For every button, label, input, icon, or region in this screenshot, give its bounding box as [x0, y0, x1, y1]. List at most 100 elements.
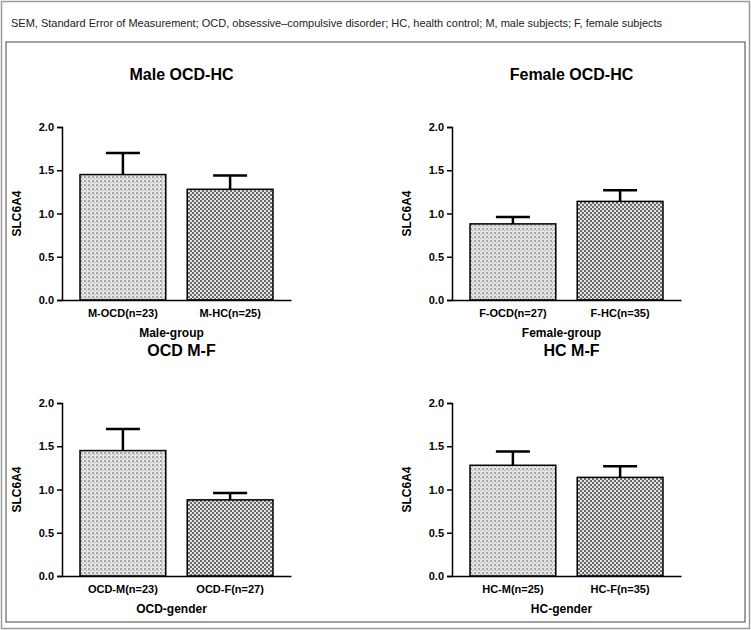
error-bar-cap [213, 174, 247, 177]
plot-marks [80, 153, 273, 300]
y-axis: 0.00.51.01.52.0 [39, 121, 63, 306]
y-tick: 1.5 [429, 164, 452, 176]
plot-marks [470, 451, 663, 576]
y-tick-mark [447, 213, 452, 215]
y-tick-label: 2.0 [39, 397, 54, 409]
bar [470, 224, 556, 300]
y-tick-label: 2.0 [429, 397, 444, 409]
y-tick-label: 1.5 [39, 440, 54, 452]
y-tick: 2.0 [429, 121, 452, 133]
x-axis-title: HC-gender [531, 602, 593, 616]
x-tick: OCD-F(n=27) [196, 576, 264, 595]
x-axis-line [63, 576, 292, 578]
error-bar-stem [122, 153, 125, 175]
y-tick-label: 1.5 [429, 164, 444, 176]
y-tick: 0.5 [429, 251, 452, 263]
y-tick-label: 0.5 [429, 251, 444, 263]
error-bar-stem [619, 190, 622, 201]
chart-title: HC M-F [544, 342, 600, 359]
y-tick-label: 0.0 [429, 570, 444, 582]
x-axis-line [453, 300, 682, 302]
error-bar-cap [213, 492, 247, 495]
x-axis-line [453, 576, 682, 578]
y-axis-title: SLC6A4 [400, 190, 414, 236]
error-bar [496, 451, 530, 465]
y-tick-mark [447, 576, 452, 578]
y-tick: 1.0 [429, 208, 452, 220]
x-tick-label: F-OCD(n=27) [479, 307, 547, 319]
y-axis: 0.0 0.5 1.0 1.5 2.0 [429, 397, 453, 582]
y-tick-mark [447, 403, 452, 405]
chart-panel: HC M-F 0.0 0.5 1.0 1.5 2.0 HC-M(n=25) HC-F(n=35… [400, 342, 682, 616]
y-tick-mark [57, 489, 62, 491]
y-tick: 0.0 [429, 294, 452, 306]
chart-panel: Female OCD-HC0.00.51.01.52.0F-OCD(n=27)F… [400, 66, 682, 340]
caption: SEM, Standard Error of Measurement; OCD,… [11, 17, 663, 29]
y-tick-mark [447, 533, 452, 535]
y-tick: 1.5 [429, 440, 452, 452]
y-tick-label: 1.0 [39, 208, 54, 220]
y-axis-line [57, 128, 63, 301]
x-tick-label: OCD-F(n=27) [196, 583, 264, 595]
y-tick-mark [57, 403, 62, 405]
x-tick: HC-F(n=35) [591, 576, 650, 595]
bar [80, 451, 166, 576]
y-axis: 0.0 0.5 1.0 1.5 2.0 [39, 397, 63, 582]
x-tick: F-HC(n=35) [591, 300, 650, 319]
x-tick: M-HC(n=25) [199, 300, 261, 319]
y-tick-mark [447, 446, 452, 448]
x-tick-label: HC-M(n=25) [482, 583, 544, 595]
x-tick: OCD-M(n=23) [88, 576, 158, 595]
error-bar [603, 466, 637, 477]
y-tick-label: 0.0 [429, 294, 444, 306]
error-bar [603, 190, 637, 201]
error-bar-cap [106, 152, 140, 155]
error-bar-stem [229, 175, 232, 189]
error-bar-stem [122, 429, 125, 451]
y-tick-label: 0.0 [39, 570, 54, 582]
y-tick-mark [447, 257, 452, 259]
y-tick: 2.0 [429, 397, 452, 409]
error-bar-stem [619, 466, 622, 477]
x-axis: HC-M(n=25) HC-F(n=35) [453, 576, 682, 595]
x-tick: HC-M(n=25) [482, 576, 544, 595]
chart-panel: Male OCD-HC0.00.51.01.52.0M-OCD(n=23)M-H… [10, 66, 292, 340]
y-tick: 1.0 [39, 208, 62, 220]
y-tick-mark [57, 300, 62, 302]
error-bar-cap [106, 428, 140, 431]
panel-frame [6, 42, 745, 622]
x-axis: OCD-M(n=23) OCD-F(n=27) [63, 576, 292, 595]
bar [187, 189, 273, 300]
bar [187, 500, 273, 576]
y-tick: 0.5 [39, 527, 62, 539]
y-tick: 0.0 [429, 570, 452, 582]
y-tick-mark [447, 489, 452, 491]
y-tick: 0.5 [429, 527, 452, 539]
y-axis-line [447, 128, 453, 301]
y-tick-label: 0.5 [39, 251, 54, 263]
y-tick: 0.5 [39, 251, 62, 263]
bar [577, 477, 663, 576]
y-tick-mark [447, 300, 452, 302]
y-tick-label: 0.5 [429, 527, 444, 539]
error-bar [213, 493, 247, 500]
y-tick-mark [57, 127, 62, 129]
x-axis-line [63, 300, 292, 302]
chart-title: OCD M-F [147, 342, 216, 359]
page-frame [2, 2, 750, 629]
y-tick: 0.0 [39, 570, 62, 582]
y-tick-mark [447, 127, 452, 129]
error-bar [106, 429, 140, 451]
y-tick: 1.5 [39, 440, 62, 452]
y-axis-line [57, 404, 63, 577]
x-tick-label: M-HC(n=25) [199, 307, 261, 319]
y-tick: 1.0 [429, 484, 452, 496]
x-axis: F-OCD(n=27) F-HC(n=35) [453, 300, 682, 319]
x-axis-title: Female-group [522, 326, 601, 340]
bar [80, 175, 166, 300]
x-axis-title: Male-group [139, 326, 204, 340]
plot-marks [80, 429, 273, 576]
error-bar-cap [496, 450, 530, 453]
y-tick-label: 1.0 [39, 484, 54, 496]
y-axis-title: SLC6A4 [10, 190, 24, 236]
